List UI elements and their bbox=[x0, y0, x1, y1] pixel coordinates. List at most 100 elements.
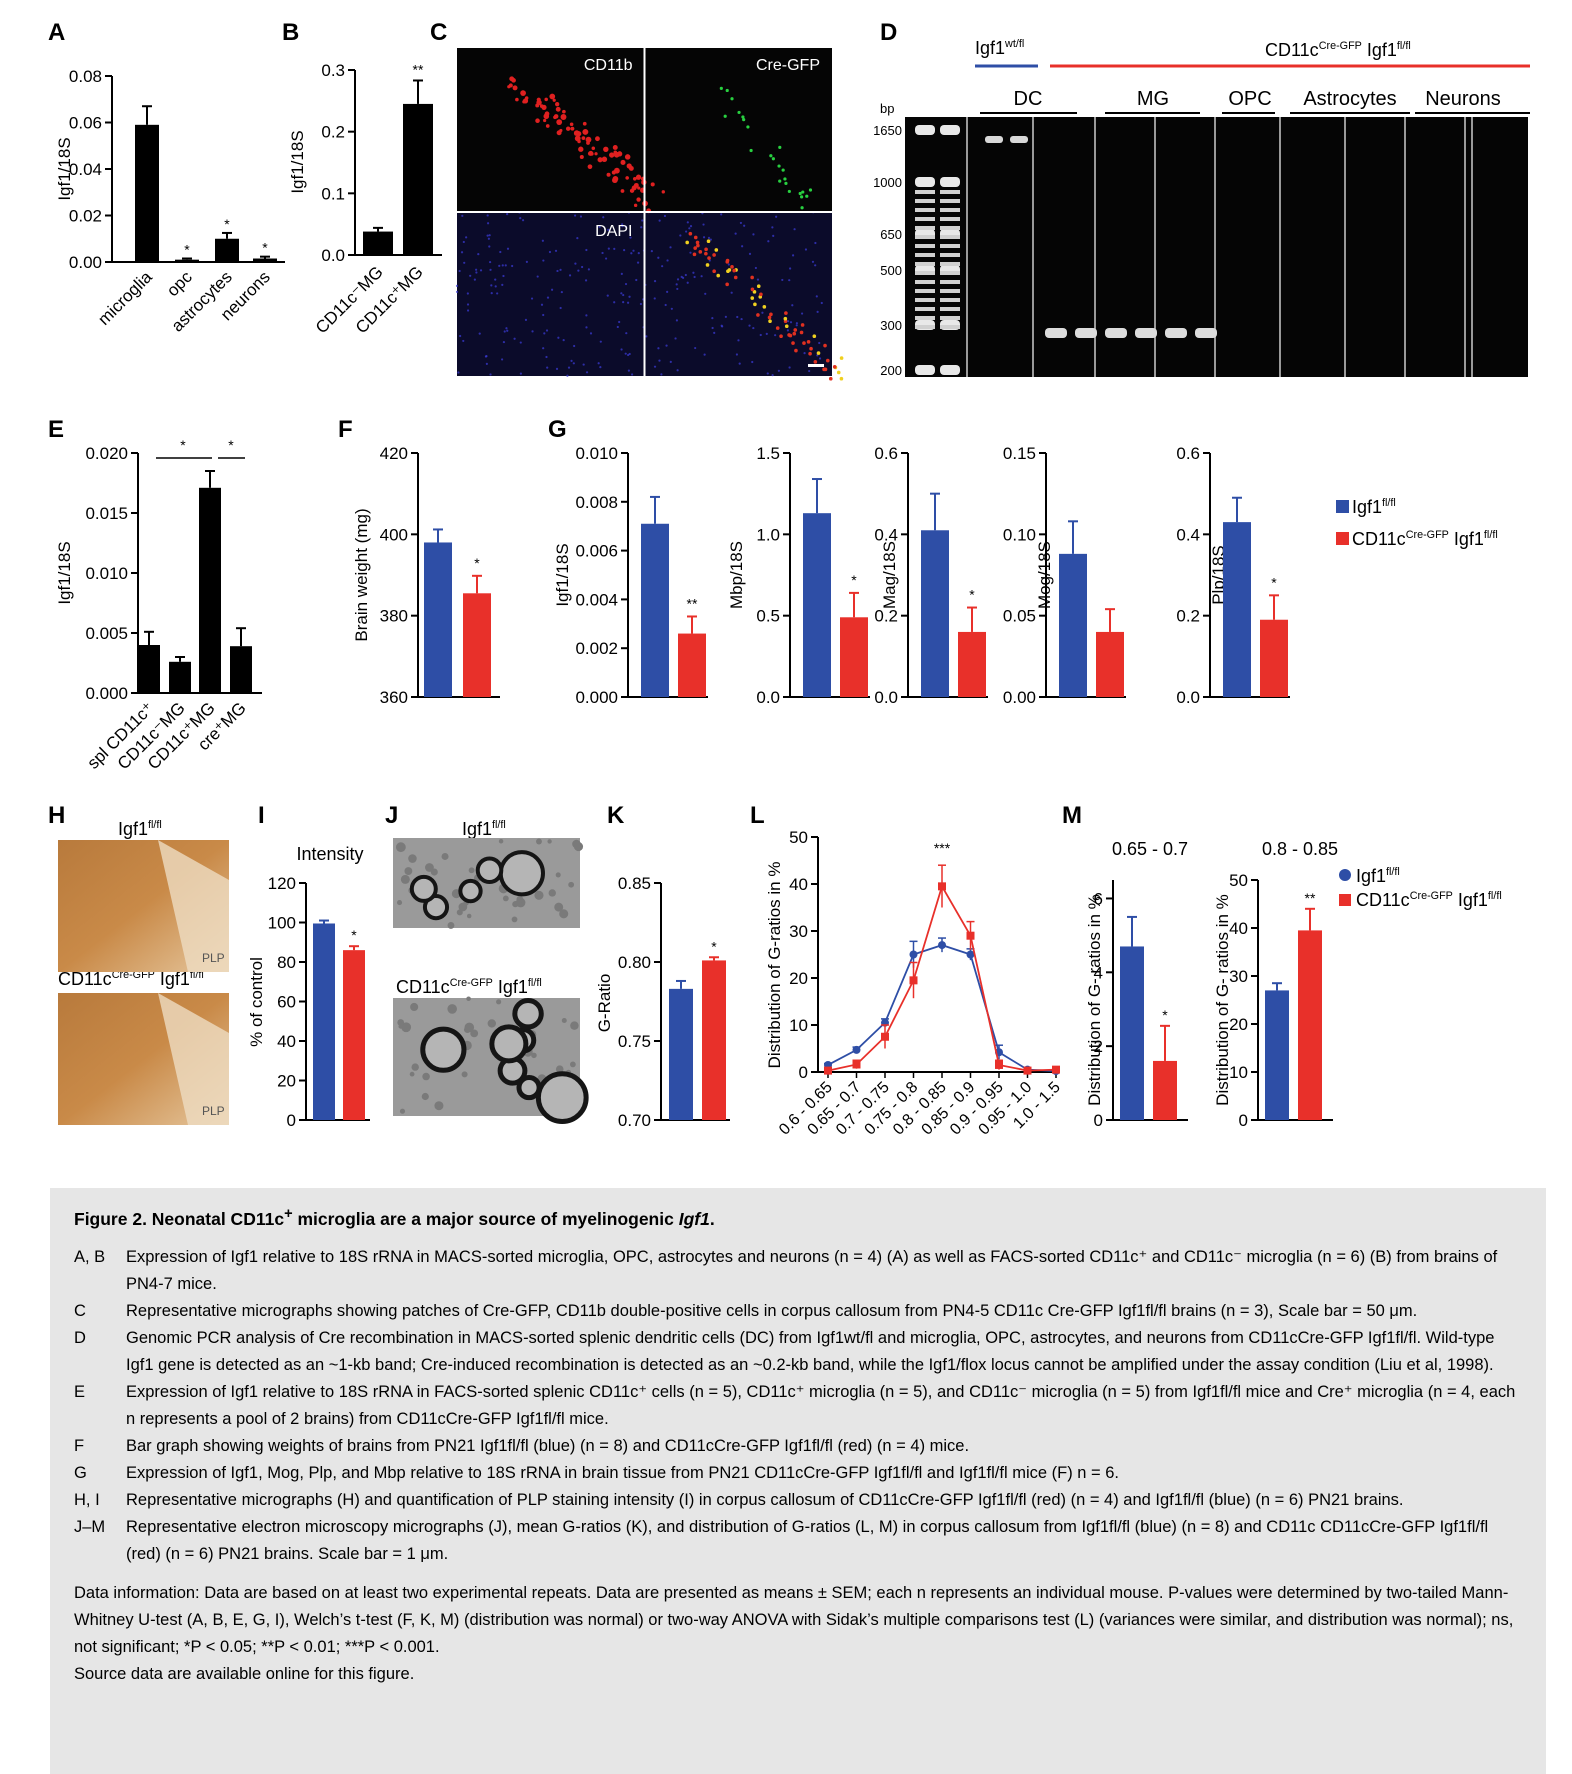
merge-cell bbox=[707, 256, 711, 260]
panel-label-L: L bbox=[750, 802, 765, 829]
gfp-cell bbox=[769, 154, 773, 158]
ladder-band bbox=[915, 262, 935, 266]
bar-knockout bbox=[1260, 619, 1288, 697]
series-line bbox=[827, 944, 1057, 1072]
em-texture bbox=[511, 916, 518, 923]
y-tick-label: 360 bbox=[380, 688, 408, 707]
nucleus-dot bbox=[489, 373, 492, 376]
nucleus-dot bbox=[587, 268, 590, 271]
nucleus-dot bbox=[466, 309, 470, 312]
nucleus-dot bbox=[599, 340, 602, 343]
nucleus-dot bbox=[621, 225, 624, 228]
nucleus-dot bbox=[584, 279, 588, 282]
quadrant-label: Cre-GFP bbox=[756, 57, 820, 74]
merge-cell bbox=[706, 239, 711, 243]
cd11b-cell bbox=[545, 124, 550, 128]
data-point bbox=[966, 931, 975, 940]
nucleus-dot bbox=[739, 221, 743, 225]
nucleus-dot bbox=[688, 227, 691, 230]
merge-cell bbox=[725, 258, 730, 263]
nucleus-dot bbox=[774, 334, 777, 337]
nucleus-dot bbox=[676, 369, 679, 372]
myelinated-axon bbox=[498, 850, 545, 897]
nucleus-dot bbox=[613, 247, 616, 250]
nucleus-dot bbox=[818, 357, 822, 360]
cd11b-cell bbox=[587, 164, 593, 170]
nucleus-dot bbox=[625, 332, 628, 335]
significance-marker: * bbox=[262, 240, 268, 256]
merge-cell bbox=[750, 296, 755, 300]
nucleus-dot bbox=[455, 284, 459, 287]
nucleus-dot bbox=[531, 330, 534, 333]
ladder-band bbox=[915, 177, 935, 187]
white-matter-region bbox=[158, 993, 229, 1125]
caption-row-text: Representative micrographs showing patch… bbox=[126, 1301, 1418, 1320]
nucleus-dot bbox=[756, 278, 760, 281]
nucleus-dot bbox=[494, 285, 497, 288]
nucleus-dot bbox=[679, 234, 682, 237]
y-tick-label: 10 bbox=[789, 1016, 808, 1035]
ladder-band bbox=[915, 190, 935, 194]
merge-cell bbox=[696, 243, 700, 248]
ladder-band bbox=[940, 316, 960, 320]
nucleus-dot bbox=[511, 264, 514, 268]
nucleus-dot bbox=[542, 313, 545, 317]
myelinated-axon bbox=[516, 1074, 542, 1101]
nucleus-dot bbox=[630, 373, 634, 376]
nucleus-dot bbox=[815, 295, 818, 298]
y-tick-label: 0.2 bbox=[321, 123, 345, 142]
nucleus-dot bbox=[620, 348, 623, 351]
gfp-cell bbox=[784, 181, 788, 185]
nucleus-dot bbox=[791, 254, 795, 257]
y-tick-label: 0.0 bbox=[1176, 688, 1200, 707]
nucleus-dot bbox=[781, 278, 784, 282]
y-tick-label: 0.2 bbox=[874, 607, 898, 626]
y-tick-label: 0.15 bbox=[1003, 444, 1036, 463]
merge-cell bbox=[688, 231, 693, 236]
nucleus-dot bbox=[494, 278, 497, 281]
bar-control bbox=[1059, 553, 1087, 697]
micrograph-title: CD11cCre-GFP Igf1fl/fl bbox=[396, 977, 542, 997]
y-axis-title: Mog/18S bbox=[1035, 541, 1054, 609]
y-axis-title: Brain weight (mg) bbox=[352, 508, 371, 641]
nucleus-dot bbox=[506, 329, 509, 332]
em-texture bbox=[516, 895, 524, 903]
merge-cell bbox=[685, 240, 689, 245]
y-tick-label: 0.002 bbox=[575, 639, 618, 658]
merge-cell bbox=[825, 358, 830, 363]
significance-marker: * bbox=[969, 587, 975, 603]
quadrant-label: DAPI bbox=[595, 223, 632, 240]
nucleus-dot bbox=[567, 366, 571, 369]
y-tick-label: 0 bbox=[799, 1063, 808, 1082]
merge-cell bbox=[704, 251, 708, 256]
cd11b-cell bbox=[555, 102, 560, 107]
em-texture bbox=[397, 1019, 405, 1026]
nucleus-dot bbox=[540, 303, 544, 306]
nucleus-dot bbox=[463, 261, 466, 264]
cd11b-cell bbox=[597, 157, 603, 163]
cd11b-cell bbox=[541, 104, 547, 110]
y-tick-label: 0.5 bbox=[756, 607, 780, 626]
data-point bbox=[824, 1066, 832, 1075]
nucleus-dot bbox=[585, 326, 588, 329]
cd11b-cell bbox=[512, 85, 518, 91]
em-texture bbox=[430, 868, 438, 876]
merge-cell bbox=[693, 235, 698, 240]
micrograph-title: Igf1fl/fl bbox=[118, 819, 162, 839]
cd11b-cell bbox=[587, 137, 591, 142]
myelinated-axon bbox=[535, 1071, 589, 1124]
nucleus-dot bbox=[724, 315, 727, 318]
merge-cell bbox=[733, 275, 738, 280]
nucleus-dot bbox=[486, 222, 490, 225]
nucleus-dot bbox=[624, 225, 627, 228]
nucleus-dot bbox=[700, 275, 703, 278]
nucleus-dot bbox=[559, 306, 562, 310]
em-texture bbox=[434, 1101, 444, 1111]
lane-group-label: Astrocytes bbox=[1303, 88, 1396, 110]
nucleus-dot bbox=[686, 221, 689, 224]
ladder-band bbox=[915, 289, 935, 293]
ladder-band bbox=[915, 125, 935, 135]
cd11b-cell bbox=[595, 136, 600, 142]
nucleus-dot bbox=[772, 234, 775, 237]
merge-cell bbox=[692, 252, 697, 257]
